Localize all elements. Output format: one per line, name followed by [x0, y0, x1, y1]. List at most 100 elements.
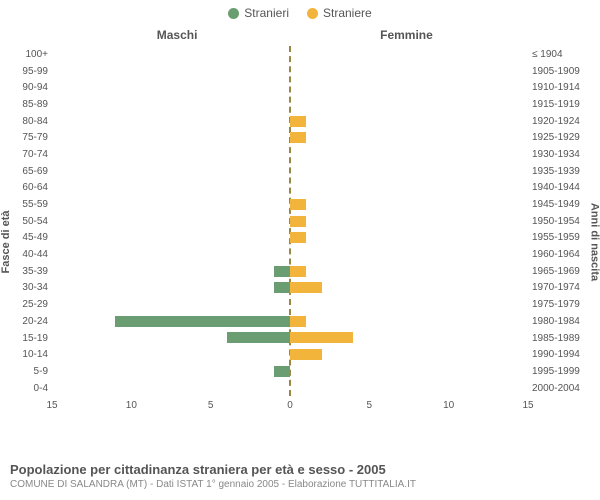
chart-row: 15-191985-1989 — [52, 330, 528, 347]
chart-row: 5-91995-1999 — [52, 363, 528, 380]
bar-male — [274, 282, 290, 293]
chart-row: 25-291975-1979 — [52, 296, 528, 313]
age-label: 5-9 — [6, 366, 48, 377]
chart-subtitle: COMUNE DI SALANDRA (MT) - Dati ISTAT 1° … — [10, 479, 590, 490]
x-tick: 0 — [287, 400, 293, 411]
chart-row: 55-591945-1949 — [52, 196, 528, 213]
plot-area: 100+≤ 190495-991905-190990-941910-191485… — [52, 46, 528, 396]
x-axis: 15105051015 — [52, 398, 528, 416]
chart-row: 65-691935-1939 — [52, 163, 528, 180]
legend: Stranieri Straniere — [0, 0, 600, 22]
chart-row: 80-841920-1924 — [52, 113, 528, 130]
legend-label-male: Stranieri — [244, 6, 289, 20]
legend-swatch-male — [228, 8, 239, 19]
birth-year-label: 1995-1999 — [532, 366, 596, 377]
chart-row: 40-441960-1964 — [52, 246, 528, 263]
birth-year-label: 1930-1934 — [532, 149, 596, 160]
chart-row: 70-741930-1934 — [52, 146, 528, 163]
bar-male — [227, 332, 290, 343]
bar-female — [290, 232, 306, 243]
x-tick: 15 — [522, 400, 533, 411]
x-tick: 10 — [126, 400, 137, 411]
age-label: 35-39 — [6, 266, 48, 277]
chart-row: 75-791925-1929 — [52, 129, 528, 146]
birth-year-label: ≤ 1904 — [532, 49, 596, 60]
chart: Fasce di età Anni di nascita Maschi Femm… — [0, 22, 600, 462]
bar-female — [290, 116, 306, 127]
birth-year-label: 2000-2004 — [532, 383, 596, 394]
age-label: 50-54 — [6, 216, 48, 227]
chart-row: 10-141990-1994 — [52, 346, 528, 363]
birth-year-label: 1910-1914 — [532, 82, 596, 93]
age-label: 25-29 — [6, 299, 48, 310]
bar-male — [115, 316, 290, 327]
birth-year-label: 1935-1939 — [532, 166, 596, 177]
chart-row: 20-241980-1984 — [52, 313, 528, 330]
bar-male — [274, 366, 290, 377]
age-label: 100+ — [6, 49, 48, 60]
legend-item-male: Stranieri — [228, 6, 289, 20]
birth-year-label: 1960-1964 — [532, 249, 596, 260]
chart-row: 60-641940-1944 — [52, 180, 528, 197]
x-tick: 15 — [46, 400, 57, 411]
age-label: 65-69 — [6, 166, 48, 177]
header-female: Femmine — [380, 28, 433, 42]
age-label: 80-84 — [6, 116, 48, 127]
footer: Popolazione per cittadinanza straniera p… — [0, 462, 600, 496]
x-tick: 5 — [208, 400, 214, 411]
legend-item-female: Straniere — [307, 6, 372, 20]
age-label: 95-99 — [6, 66, 48, 77]
bar-female — [290, 132, 306, 143]
age-label: 45-49 — [6, 232, 48, 243]
chart-row: 30-341970-1974 — [52, 280, 528, 297]
birth-year-label: 1920-1924 — [532, 116, 596, 127]
birth-year-label: 1955-1959 — [532, 232, 596, 243]
age-label: 55-59 — [6, 199, 48, 210]
bar-female — [290, 199, 306, 210]
birth-year-label: 1925-1929 — [532, 132, 596, 143]
bar-female — [290, 349, 322, 360]
birth-year-label: 1965-1969 — [532, 266, 596, 277]
age-label: 40-44 — [6, 249, 48, 260]
birth-year-label: 1985-1989 — [532, 333, 596, 344]
chart-row: 45-491955-1959 — [52, 230, 528, 247]
chart-row: 35-391965-1969 — [52, 263, 528, 280]
legend-swatch-female — [307, 8, 318, 19]
birth-year-label: 1970-1974 — [532, 282, 596, 293]
age-label: 15-19 — [6, 333, 48, 344]
x-tick: 5 — [367, 400, 373, 411]
bar-female — [290, 316, 306, 327]
age-label: 30-34 — [6, 282, 48, 293]
header-male: Maschi — [157, 28, 198, 42]
birth-year-label: 1980-1984 — [532, 316, 596, 327]
bar-female — [290, 266, 306, 277]
birth-year-label: 1945-1949 — [532, 199, 596, 210]
birth-year-label: 1975-1979 — [532, 299, 596, 310]
birth-year-label: 1905-1909 — [532, 66, 596, 77]
age-label: 75-79 — [6, 132, 48, 143]
age-label: 20-24 — [6, 316, 48, 327]
age-label: 90-94 — [6, 82, 48, 93]
birth-year-label: 1915-1919 — [532, 99, 596, 110]
chart-row: 90-941910-1914 — [52, 79, 528, 96]
chart-row: 95-991905-1909 — [52, 63, 528, 80]
chart-row: 100+≤ 1904 — [52, 46, 528, 63]
birth-year-label: 1940-1944 — [532, 182, 596, 193]
age-label: 60-64 — [6, 182, 48, 193]
bar-female — [290, 282, 322, 293]
chart-title: Popolazione per cittadinanza straniera p… — [10, 462, 590, 477]
chart-row: 50-541950-1954 — [52, 213, 528, 230]
bar-male — [274, 266, 290, 277]
birth-year-label: 1950-1954 — [532, 216, 596, 227]
age-label: 10-14 — [6, 349, 48, 360]
birth-year-label: 1990-1994 — [532, 349, 596, 360]
age-label: 70-74 — [6, 149, 48, 160]
chart-row: 85-891915-1919 — [52, 96, 528, 113]
x-tick: 10 — [443, 400, 454, 411]
chart-row: 0-42000-2004 — [52, 380, 528, 397]
bar-female — [290, 332, 353, 343]
bar-female — [290, 216, 306, 227]
age-label: 0-4 — [6, 383, 48, 394]
legend-label-female: Straniere — [323, 6, 372, 20]
age-label: 85-89 — [6, 99, 48, 110]
